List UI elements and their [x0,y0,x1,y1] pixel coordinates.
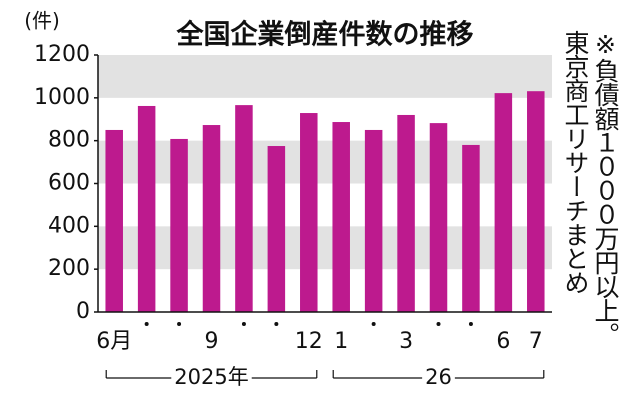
bar [202,125,221,312]
note: 東京商工リサーチまとめ [561,30,590,294]
bar [364,129,383,312]
bar [462,144,480,312]
note: ※負債額１０００万円以上。 [591,30,620,346]
group-label: 2025年 [174,365,248,389]
x-tick-dot [177,322,182,326]
x-tick-label: 7 [529,329,543,354]
x-tick-label: 9 [205,329,219,354]
x-tick-label: 12 [295,329,323,354]
bar [235,105,253,313]
x-tick-label: 6月 [96,329,132,354]
x-tick-dot [241,322,246,326]
x-tick-dot [274,322,279,326]
bar [527,91,545,312]
group-label-bg [422,365,455,389]
bar [494,93,513,312]
grid-band [98,55,552,98]
x-tick-dot [468,322,473,326]
group-label-bg [171,365,252,389]
bar [300,113,318,312]
y-tick-label: 1200 [34,42,90,67]
bar [267,146,286,312]
x-tick-label: 1 [334,329,348,354]
x-tick-label: 6 [496,329,510,354]
bar [170,138,188,312]
grid-band [98,226,552,270]
unit-label: (件) [24,9,60,33]
grid-band [98,140,552,184]
bar [137,105,156,312]
y-tick-label: 200 [48,256,90,281]
chart-title: 全国企業倒産件数の推移 [176,19,474,51]
x-tick-label: 3 [399,329,413,354]
y-tick-label: 0 [76,299,90,324]
y-tick-label: 600 [48,171,90,196]
bar [105,129,123,312]
bar [397,114,415,312]
x-tick-dot [144,322,149,326]
bar [429,123,448,312]
y-tick-label: 400 [48,213,90,238]
y-tick-label: 1000 [34,85,90,110]
bar [332,122,350,312]
x-tick-dot [436,322,441,326]
group-label: 26 [425,365,452,389]
x-tick-dot [371,322,376,326]
y-tick-label: 800 [48,128,90,153]
